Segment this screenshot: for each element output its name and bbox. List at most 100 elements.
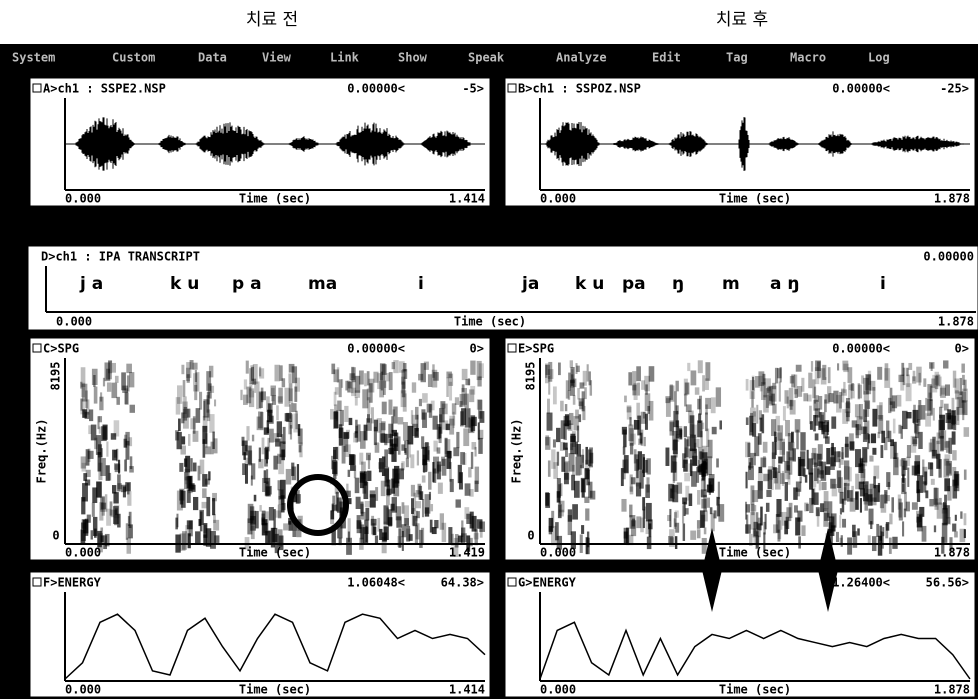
spectrogram-cell <box>439 424 442 443</box>
x-end: 1.414 <box>449 683 485 697</box>
spectrogram-cell <box>193 373 197 391</box>
spectrogram-cell <box>860 498 862 513</box>
spectrogram-cell <box>382 532 387 541</box>
cursor-value: 1.26400< <box>832 576 890 590</box>
spectrogram-cell <box>349 418 353 425</box>
spectrogram-cell <box>127 491 131 506</box>
spectrogram-cell <box>288 373 291 383</box>
spectrogram-cell <box>116 397 119 405</box>
spectrogram-cell <box>751 391 753 407</box>
spectrogram-cell <box>797 489 800 497</box>
spectrogram-cell <box>384 449 388 467</box>
spectrogram-cell <box>691 370 697 385</box>
spectrogram-cell <box>393 360 398 373</box>
spectrogram-cell <box>125 441 129 460</box>
spectrogram-cell <box>826 448 830 464</box>
x-start: 0.000 <box>540 192 576 206</box>
spectrogram-cell <box>269 429 274 443</box>
spectrogram-cell <box>367 471 371 481</box>
spectrogram-cell <box>180 490 183 505</box>
spectrogram-cell <box>569 413 573 425</box>
menu-item[interactable]: Show <box>398 51 428 65</box>
menu-item[interactable]: Data <box>198 51 227 65</box>
spectrogram-cell <box>182 436 186 444</box>
spectrogram-cell <box>821 482 826 490</box>
menu-item[interactable]: System <box>12 51 55 65</box>
menu-item[interactable]: Macro <box>790 51 826 65</box>
spectrogram-cell <box>944 478 950 491</box>
spectrogram-cell <box>581 478 586 492</box>
spectrogram-cell <box>429 492 431 500</box>
x-end: 1.878 <box>934 192 970 206</box>
spectrogram-cell <box>756 405 758 424</box>
spectrogram-cell <box>944 495 947 503</box>
spectrogram-cell <box>705 362 710 381</box>
spectrogram-cell <box>697 529 701 538</box>
spectrogram-cell <box>943 360 948 368</box>
spectrogram-cell <box>581 525 584 534</box>
spectrogram-cell <box>961 364 965 373</box>
spectrogram-cell <box>92 503 95 517</box>
spectrogram-cell <box>375 442 380 452</box>
spectrogram-cell <box>880 445 883 458</box>
spectrogram-cell <box>177 432 182 449</box>
spectrogram-cell <box>477 361 482 380</box>
spectrogram-cell <box>105 494 107 511</box>
spectrogram-cell <box>752 490 758 502</box>
spectrogram-cell <box>396 506 401 520</box>
ipa-symbol: ma <box>308 274 337 294</box>
spectrogram-cell <box>291 403 296 412</box>
menu-item[interactable]: Tag <box>726 51 748 65</box>
spectrogram-cell <box>697 399 700 410</box>
spectrogram-cell <box>547 413 553 431</box>
menu-item[interactable]: View <box>262 51 292 65</box>
spectrogram-cell <box>748 466 754 480</box>
spectrogram-cell <box>884 437 887 450</box>
spectrogram-cell <box>805 475 807 483</box>
spectrogram-cell <box>585 447 588 465</box>
spectrogram-cell <box>129 512 132 528</box>
spectrogram-cell <box>818 461 822 474</box>
spectrogram-cell <box>952 450 956 460</box>
menu-item[interactable]: Edit <box>652 51 681 65</box>
spectrogram-cell <box>250 511 256 531</box>
spectrogram-cell <box>641 412 646 424</box>
spectrogram-cell <box>791 432 794 443</box>
spectrogram-cell <box>694 439 700 448</box>
spectrogram-cell <box>389 372 393 390</box>
spectrogram-cell <box>348 470 351 477</box>
spectrogram-cell <box>403 422 408 441</box>
spectrogram-cell <box>274 365 279 382</box>
spectrogram-cell <box>815 433 819 440</box>
spectrogram-cell <box>110 501 113 515</box>
spectrogram-cell <box>716 458 719 467</box>
spectrogram-cell <box>346 538 352 555</box>
spectrogram-cell <box>440 513 444 529</box>
spectrogram-cell <box>684 473 690 481</box>
cursor-offset: 0> <box>470 342 484 356</box>
menu-item[interactable]: Link <box>330 51 360 65</box>
menu-item[interactable]: Speak <box>468 51 505 65</box>
x-start: 0.000 <box>65 192 101 206</box>
spectrogram-cell <box>373 372 378 383</box>
spectrogram-cell <box>129 466 134 472</box>
menu-item[interactable]: Custom <box>112 51 155 65</box>
spectrogram-cell <box>195 531 201 544</box>
x-label: Time (sec) <box>719 683 791 697</box>
spectrogram-cell <box>214 399 216 406</box>
menu-item[interactable]: Analyze <box>556 51 607 65</box>
spectrogram-cell <box>124 460 127 472</box>
spectrogram-cell <box>772 383 776 389</box>
spectrogram-cell <box>85 412 90 419</box>
spectrogram-cell <box>245 537 250 549</box>
spectrogram-cell <box>269 507 274 520</box>
spectrogram-cell <box>115 376 119 383</box>
spectrogram-cell <box>844 483 847 501</box>
spectrogram-cell <box>549 518 553 532</box>
spectrogram-cell <box>332 505 337 511</box>
spectrogram-cell <box>251 476 253 486</box>
menu-item[interactable]: Log <box>868 51 890 65</box>
spectrogram-cell <box>255 511 259 529</box>
spectrogram-cell <box>962 400 965 413</box>
spectrogram-cell <box>917 465 919 474</box>
